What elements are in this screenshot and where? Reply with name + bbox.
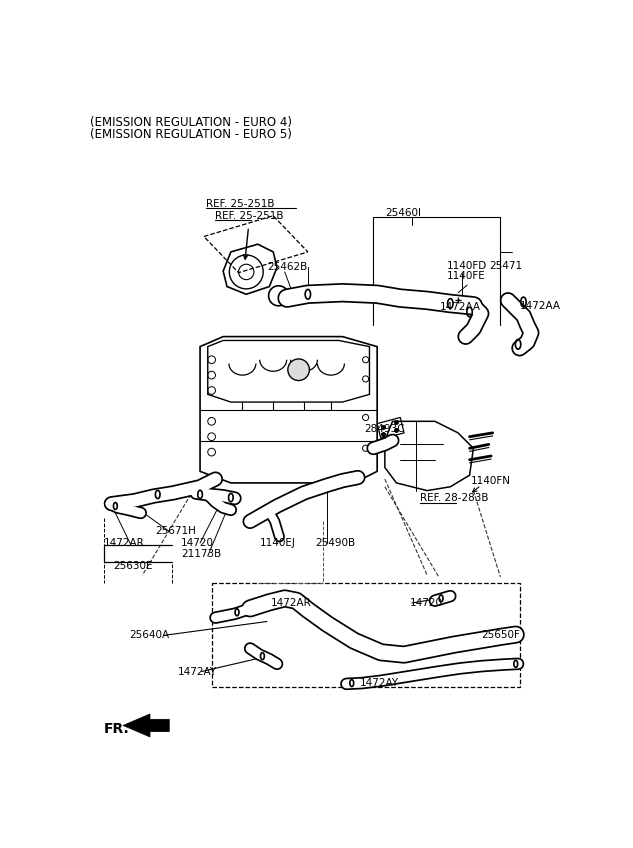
Text: 1472AR: 1472AR bbox=[104, 538, 144, 548]
Text: (EMISSION REGULATION - EURO 4): (EMISSION REGULATION - EURO 4) bbox=[90, 115, 292, 129]
Text: FR.: FR. bbox=[104, 722, 130, 736]
Text: 1472AR: 1472AR bbox=[271, 598, 311, 608]
Text: 1472AA: 1472AA bbox=[520, 301, 561, 311]
Bar bbox=[211, 583, 520, 687]
Polygon shape bbox=[123, 714, 169, 737]
Text: 25460I: 25460I bbox=[385, 209, 421, 219]
Text: 1140FN: 1140FN bbox=[470, 477, 510, 487]
Text: 25490B: 25490B bbox=[315, 538, 355, 548]
Text: 1140FD: 1140FD bbox=[446, 261, 487, 271]
Text: REF. 28-283B: REF. 28-283B bbox=[420, 494, 488, 504]
Text: 25650F: 25650F bbox=[481, 630, 520, 640]
Text: 1140FE: 1140FE bbox=[446, 271, 486, 281]
Text: 25630E: 25630E bbox=[113, 561, 153, 571]
Text: (EMISSION REGULATION - EURO 5): (EMISSION REGULATION - EURO 5) bbox=[90, 128, 292, 141]
Text: REF. 25-251B: REF. 25-251B bbox=[206, 199, 275, 209]
Text: 25462B: 25462B bbox=[267, 262, 307, 272]
Text: 14720: 14720 bbox=[410, 598, 443, 608]
Text: 14720: 14720 bbox=[181, 538, 214, 548]
Circle shape bbox=[288, 359, 310, 381]
Text: 21173B: 21173B bbox=[181, 549, 221, 559]
Text: 28493C: 28493C bbox=[364, 424, 404, 434]
Text: 1472AY: 1472AY bbox=[360, 678, 399, 688]
Text: 1140EJ: 1140EJ bbox=[260, 538, 296, 548]
Text: 1472AY: 1472AY bbox=[178, 667, 217, 677]
Text: 25471: 25471 bbox=[489, 261, 523, 271]
Text: 25640A: 25640A bbox=[129, 630, 170, 640]
Text: 25671H: 25671H bbox=[155, 527, 196, 537]
Text: 1472AA: 1472AA bbox=[441, 303, 481, 312]
Text: REF. 25-251B: REF. 25-251B bbox=[215, 210, 284, 220]
